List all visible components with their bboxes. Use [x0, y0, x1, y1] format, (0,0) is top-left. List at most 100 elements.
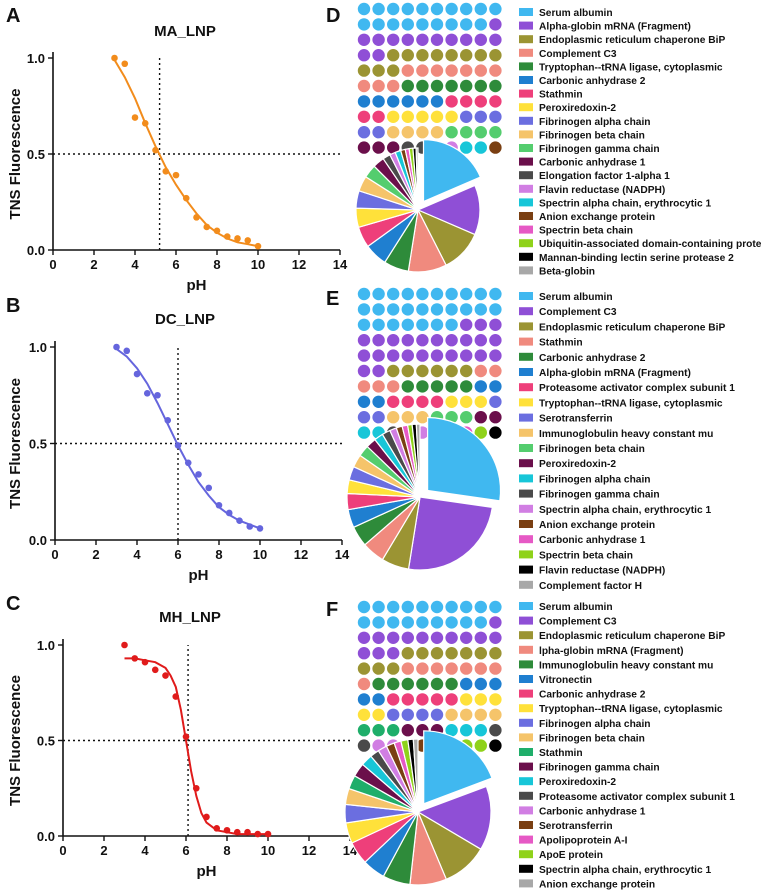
x-tick-label: 14	[333, 257, 348, 272]
waffle-dot	[372, 141, 385, 154]
legend-label: Complement C3	[539, 617, 617, 628]
waffle-dot	[460, 110, 473, 124]
waffle-dot	[357, 141, 371, 154]
legend-label: Fibrinogen alpha chain	[539, 474, 651, 485]
waffle-dot	[430, 287, 444, 301]
waffle-dot	[387, 677, 400, 691]
fit-curve	[124, 657, 268, 836]
waffle-dot	[357, 600, 371, 614]
legend-swatch	[519, 504, 533, 513]
legend-swatch	[519, 459, 533, 468]
legend-label: Serotransferrin	[539, 414, 613, 425]
waffle-dot	[372, 600, 385, 614]
legend-swatch	[519, 704, 533, 713]
waffle-dot	[372, 395, 385, 408]
legend-swatch	[519, 292, 533, 300]
waffle-dot	[474, 739, 487, 752]
waffle-dot	[474, 395, 487, 408]
waffle-dot	[474, 349, 487, 362]
waffle-dot	[416, 33, 429, 46]
waffle-dot	[474, 110, 487, 124]
waffle-dot	[401, 724, 414, 737]
waffle-dot	[445, 349, 458, 362]
x-tick-label: 6	[172, 257, 179, 272]
waffle-dot	[430, 95, 444, 108]
y-tick-label: 0.5	[29, 437, 47, 452]
waffle-dot	[372, 364, 385, 378]
data-point	[111, 54, 118, 62]
legend-swatch	[519, 171, 533, 180]
data-point	[254, 830, 262, 838]
waffle-dot	[416, 662, 429, 675]
legend-swatch	[519, 62, 533, 71]
x-tick-label: 12	[292, 257, 306, 272]
legend-label: Tryptophan--tRNA ligase, cytoplasmic	[539, 398, 723, 409]
legend-label: Endoplasmic reticulum chaperone BiP	[539, 35, 725, 46]
waffle-dot	[489, 33, 502, 46]
legend-swatch	[519, 184, 533, 193]
legend-swatch	[519, 444, 533, 452]
waffle-dot	[474, 616, 487, 629]
legend-swatch	[519, 130, 533, 139]
data-point	[264, 830, 272, 838]
waffle-dot	[460, 33, 473, 46]
waffle-dot	[401, 631, 414, 644]
waffle-dot	[372, 126, 385, 139]
waffle-dot	[416, 708, 429, 721]
legend-label: Ubiquitin-associated domain-containing p…	[539, 239, 761, 250]
waffle-dot	[416, 380, 429, 393]
y-tick-label: 0.0	[29, 533, 47, 548]
waffle-dot	[357, 411, 371, 424]
legend-swatch	[519, 352, 533, 361]
data-point	[203, 223, 211, 231]
legend-swatch	[519, 383, 533, 392]
legend-swatch	[519, 368, 533, 376]
waffle-dot	[474, 49, 487, 62]
data-point	[233, 828, 241, 836]
legend-swatch	[519, 660, 533, 669]
legend-label: Peroxiredoxin-2	[539, 103, 616, 114]
waffle-dot	[372, 110, 385, 124]
x-tick-label: 10	[261, 843, 275, 858]
waffle-dot	[489, 79, 502, 93]
waffle-dot	[489, 411, 502, 424]
waffle-dot	[445, 303, 458, 316]
waffle-dot	[430, 110, 444, 124]
waffle-dot	[460, 334, 473, 347]
waffle-dot	[401, 33, 414, 46]
waffle-dot	[445, 126, 458, 139]
legend-label: Spectrin beta chain	[539, 226, 633, 237]
waffle-dot	[489, 141, 502, 154]
waffle-dot	[357, 18, 371, 31]
legend-label: Immunoglobulin heavy constant mu	[539, 660, 713, 671]
waffle-dot	[445, 662, 458, 675]
waffle-dot	[474, 677, 487, 691]
x-tick-label: 2	[90, 257, 97, 272]
data-point	[113, 343, 120, 351]
waffle-dot	[387, 724, 400, 737]
waffle-dot	[387, 141, 400, 154]
legend-swatch	[519, 821, 533, 829]
waffle-dot	[387, 64, 400, 77]
chart-title: MH_LNP	[159, 609, 221, 626]
waffle-dot	[474, 64, 487, 77]
waffle-dot	[460, 126, 473, 139]
waffle-dot	[401, 616, 414, 629]
waffle-dot	[357, 708, 371, 721]
panel-letter: E	[326, 288, 339, 310]
waffle-dot	[460, 2, 473, 16]
waffle-dot	[430, 334, 444, 347]
waffle-dot	[445, 49, 458, 62]
panel-letter: B	[6, 295, 20, 317]
x-tick-label: 0	[51, 547, 58, 562]
data-point	[205, 484, 213, 492]
waffle-dot	[430, 395, 444, 408]
waffle-dot	[460, 708, 473, 721]
pie-slice	[412, 738, 419, 813]
legend-label: Serum albumin	[539, 8, 613, 19]
waffle-dot	[357, 33, 371, 46]
waffle-dot	[445, 616, 458, 629]
waffle-dot	[416, 349, 429, 362]
